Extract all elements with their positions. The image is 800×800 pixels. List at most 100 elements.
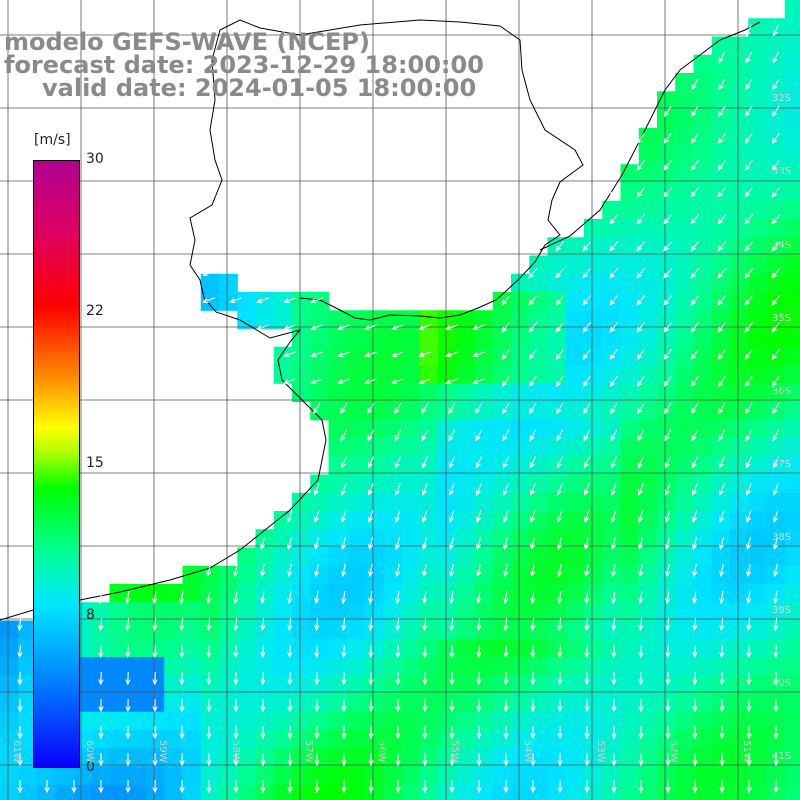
- wind-speed-cell: [383, 401, 403, 421]
- wind-speed-cell: [748, 529, 768, 549]
- wind-speed-cell: [547, 784, 567, 800]
- wind-arrow: [528, 321, 538, 333]
- wind-arrow: [717, 375, 726, 388]
- wind-arrow: [744, 159, 754, 171]
- wind-speed-cell: [456, 638, 476, 658]
- wind-arrow: [718, 429, 726, 442]
- wind-arrow: [341, 698, 347, 713]
- colorbar-tick-15: 15: [86, 455, 104, 471]
- wind-speed-cell: [693, 511, 713, 530]
- wind-speed-cell: [383, 711, 403, 731]
- wind-speed-cell: [711, 219, 731, 238]
- wind-speed-cell: [474, 675, 494, 695]
- wind-arrow: [98, 698, 104, 713]
- wind-speed-cell: [511, 620, 530, 640]
- wind-speed-cell: [127, 675, 147, 695]
- wind-speed-cell: [693, 638, 713, 658]
- wind-arrow: [260, 698, 266, 713]
- wind-arrow: [503, 698, 509, 713]
- wind-speed-cell: [693, 54, 713, 74]
- wind-speed-cell: [693, 237, 713, 257]
- wind-speed-cell: [638, 620, 658, 640]
- wind-speed-cell: [766, 54, 786, 74]
- wind-speed-cell: [474, 748, 494, 768]
- wind-speed-cell: [328, 565, 348, 585]
- wind-arrow: [638, 590, 644, 605]
- wind-speed-cell: [602, 547, 622, 567]
- wind-arrow: [421, 402, 429, 415]
- wind-arrow: [202, 297, 215, 304]
- wind-speed-cell: [711, 146, 731, 165]
- wind-arrow: [233, 671, 239, 686]
- colorbar: [33, 160, 80, 768]
- wind-speed-cell: [419, 401, 439, 421]
- wind-speed-cell: [292, 565, 311, 585]
- wind-speed-cell: [730, 346, 749, 366]
- wind-speed-cell: [182, 638, 202, 658]
- wind-speed-cell: [237, 638, 257, 658]
- wind-arrow: [665, 590, 671, 605]
- wind-speed-cell: [456, 346, 476, 366]
- wind-arrow: [418, 324, 431, 331]
- wind-arrow: [665, 617, 671, 632]
- wind-speed-cell: [675, 127, 695, 147]
- wind-speed-cell: [766, 273, 786, 293]
- wind-speed-cell: [602, 657, 622, 676]
- wind-arrow: [773, 617, 779, 632]
- wind-speed-cell: [784, 438, 800, 457]
- wind-arrow: [664, 456, 672, 469]
- wind-arrow: [638, 752, 644, 767]
- wind-speed-cell: [346, 365, 366, 384]
- wind-speed-cell: [328, 438, 348, 457]
- wind-arrow: [663, 132, 672, 144]
- wind-speed-cell: [693, 584, 713, 603]
- wind-arrow: [638, 671, 644, 686]
- wind-speed-cell: [91, 766, 111, 786]
- wind-speed-cell: [109, 711, 129, 731]
- wind-arrow: [692, 564, 698, 578]
- wind-speed-cell: [766, 310, 786, 330]
- wind-speed-cell: [584, 602, 603, 622]
- wind-speed-cell: [310, 383, 330, 403]
- wind-arrow: [314, 644, 320, 659]
- wind-arrow: [557, 590, 563, 605]
- wind-speed-cell: [784, 748, 800, 768]
- wind-speed-cell: [547, 730, 567, 749]
- wind-arrow: [636, 268, 646, 279]
- wind-arrow: [125, 671, 131, 686]
- wind-arrow: [449, 698, 455, 713]
- wind-arrow: [152, 698, 158, 713]
- wind-speed-cell: [748, 18, 768, 38]
- wind-arrow: [583, 483, 590, 496]
- colorbar-tick-0: 0: [86, 759, 95, 775]
- wind-speed-cell: [529, 675, 549, 695]
- wind-arrow: [664, 105, 672, 118]
- wind-speed-cell: [511, 292, 530, 311]
- wind-speed-cell: [529, 511, 549, 530]
- wind-arrow: [152, 644, 158, 659]
- wind-speed-cell: [730, 565, 749, 585]
- wind-speed-cell: [711, 438, 731, 457]
- wind-arrow: [395, 725, 401, 740]
- lon-label-59w: 59W: [157, 740, 168, 763]
- wind-speed-cell: [255, 602, 275, 622]
- wind-speed-cell: [748, 328, 768, 348]
- wind-speed-cell: [584, 438, 603, 457]
- wind-speed-cell: [675, 109, 695, 129]
- wind-arrow: [260, 671, 266, 686]
- wind-speed-cell: [456, 529, 476, 549]
- wind-speed-cell: [419, 310, 439, 330]
- wind-speed-cell: [492, 766, 512, 786]
- wind-speed-cell: [638, 547, 658, 567]
- wind-speed-cell: [492, 365, 512, 384]
- wind-speed-cell: [127, 602, 147, 622]
- wind-speed-cell: [492, 730, 512, 749]
- wind-speed-cell: [766, 657, 786, 676]
- wind-speed-cell: [200, 273, 220, 293]
- wind-arrow: [314, 564, 320, 578]
- wind-speed-cell: [346, 675, 366, 695]
- wind-arrow: [692, 779, 698, 794]
- wind-speed-cell: [657, 164, 676, 184]
- wind-speed-cell: [693, 565, 713, 585]
- wind-speed-cell: [219, 638, 238, 658]
